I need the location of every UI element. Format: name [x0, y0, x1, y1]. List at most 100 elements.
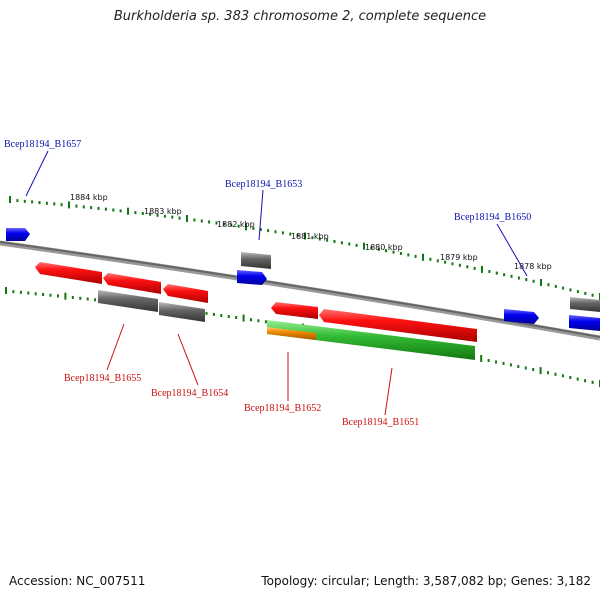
upper-ruler-major-tick [186, 215, 188, 222]
gene-b1653-forward[interactable] [237, 270, 267, 285]
lower-ruler-minor-tick [591, 380, 594, 384]
lower-ruler-minor-tick [42, 293, 45, 296]
upper-ruler-minor-tick [436, 259, 439, 263]
upper-ruler-minor-tick [215, 221, 218, 225]
lower-ruler-minor-tick [487, 359, 490, 362]
upper-ruler-minor-tick [414, 254, 417, 258]
lower-ruler-minor-tick [561, 374, 564, 378]
upper-ruler-minor-tick [45, 201, 48, 205]
scale-label-1882: 1882 kbp [217, 220, 255, 229]
gene-b1652-red[interactable] [271, 302, 318, 319]
gene-edge-forward[interactable] [569, 315, 600, 331]
feature-b1655-gray[interactable] [98, 290, 158, 312]
upper-ruler-minor-tick [112, 208, 115, 212]
upper-ruler-minor-tick [444, 260, 447, 264]
label-b1652[interactable]: Bcep18194_B1652 [244, 403, 321, 414]
lower-ruler-minor-tick [509, 363, 512, 367]
lower-ruler-minor-tick [12, 290, 15, 294]
gene-b1654-red[interactable] [163, 284, 208, 303]
map-title: Burkholderia sp. 383 chromosome 2, compl… [113, 9, 487, 24]
lower-ruler-minor-tick [554, 372, 557, 376]
upper-ruler-minor-tick [75, 204, 78, 208]
upper-ruler-minor-tick [495, 271, 498, 275]
label-b1650[interactable]: Bcep18194_B1650 [454, 212, 531, 223]
gene-b1657[interactable] [6, 228, 30, 241]
lower-ruler-minor-tick [57, 294, 59, 298]
scale-labels: 1884 kbp 1883 kbp 1882 kbp 1881 kbp 1880… [70, 193, 552, 271]
upper-ruler-minor-tick [370, 246, 373, 250]
label-b1651[interactable]: Bcep18194_B1651 [342, 417, 419, 428]
upper-ruler-minor-tick [141, 212, 144, 215]
upper-ruler-minor-tick [38, 201, 41, 205]
upper-ruler-minor-tick [289, 232, 292, 236]
leader-lines [25, 150, 528, 416]
label-b1657[interactable]: Bcep18194_B1657 [4, 139, 81, 150]
upper-ruler-major-tick [540, 279, 542, 286]
label-b1655[interactable]: Bcep18194_B1655 [64, 373, 141, 384]
upper-ruler-major-tick [363, 242, 365, 250]
lower-ruler-major-tick [64, 292, 67, 300]
upper-ruler-major-tick [304, 232, 306, 240]
scale-label-1884: 1884 kbp [70, 193, 108, 202]
upper-ruler-minor-tick [473, 266, 476, 270]
upper-ruler-minor-tick [82, 205, 85, 209]
lower-ruler-major-tick [539, 367, 542, 375]
gene-b1655-red-a[interactable] [35, 262, 102, 284]
scale-label-1878: 1878 kbp [514, 262, 552, 271]
lower-ruler-minor-tick [71, 296, 74, 299]
upper-ruler-minor-tick [259, 228, 262, 231]
lower-ruler-minor-tick [49, 293, 52, 297]
upper-ruler-major-tick [68, 201, 70, 209]
lower-ruler-minor-tick [547, 371, 549, 375]
lower-ruler-minor-tick [235, 316, 238, 319]
scale-label-1881: 1881 kbp [291, 232, 329, 241]
upper-ruler-minor-tick [267, 229, 270, 233]
upper-ruler-minor-tick [60, 203, 63, 207]
lower-ruler-minor-tick [34, 292, 37, 296]
upper-ruler-minor-tick [377, 247, 380, 251]
lower-ruler-minor-tick [94, 298, 97, 302]
upper-ruler-minor-tick [16, 199, 19, 203]
label-b1654[interactable]: Bcep18194_B1654 [151, 388, 228, 399]
upper-ruler-minor-tick [222, 222, 225, 226]
upper-ruler-minor-tick [547, 283, 550, 287]
scale-label-1883: 1883 kbp [144, 207, 182, 216]
upper-ruler-major-tick [245, 223, 247, 231]
lower-ruler-minor-tick [79, 296, 82, 300]
gene-b1650[interactable] [504, 309, 539, 324]
feature-b1652-orange[interactable] [267, 327, 316, 340]
upper-ruler-minor-tick [399, 252, 402, 255]
upper-ruler-minor-tick [237, 224, 240, 228]
upper-ruler-minor-tick [23, 199, 26, 203]
feature-b1653-gray[interactable] [241, 252, 271, 269]
upper-ruler-minor-tick [178, 216, 181, 220]
lower-ruler-major-tick [5, 287, 7, 294]
upper-ruler-minor-tick [200, 219, 203, 223]
feature-edge-gray[interactable] [570, 297, 600, 312]
feature-b1651-green[interactable] [267, 320, 475, 360]
upper-ruler-minor-tick [576, 290, 579, 294]
upper-ruler-minor-tick [562, 286, 565, 290]
upper-ruler-minor-tick [517, 276, 520, 280]
upper-ruler-minor-tick [532, 279, 535, 283]
leader-b1654 [177, 333, 199, 386]
gene-b1651-red[interactable] [319, 309, 477, 342]
leader-b1657 [25, 150, 49, 197]
upper-ruler-minor-tick [525, 278, 528, 282]
label-b1653[interactable]: Bcep18194_B1653 [225, 179, 302, 190]
lower-ruler-minor-tick [205, 311, 208, 315]
upper-ruler-minor-tick [429, 257, 432, 261]
upper-ruler-minor-tick [97, 206, 100, 210]
gene-b1655-red-b[interactable] [103, 273, 161, 294]
upper-ruler-minor-tick [488, 270, 491, 273]
lower-ruler-minor-tick [27, 291, 30, 295]
upper-ruler-minor-tick [296, 233, 299, 237]
upper-ruler-minor-tick [584, 291, 587, 295]
lower-ruler-minor-tick [524, 366, 527, 370]
upper-ruler-minor-tick [31, 200, 34, 204]
upper-ruler-major-tick [481, 265, 483, 273]
lower-ruler-minor-tick [19, 290, 22, 294]
upper-ruler-minor-tick [230, 223, 233, 227]
feature-b1654-gray[interactable] [159, 302, 205, 322]
